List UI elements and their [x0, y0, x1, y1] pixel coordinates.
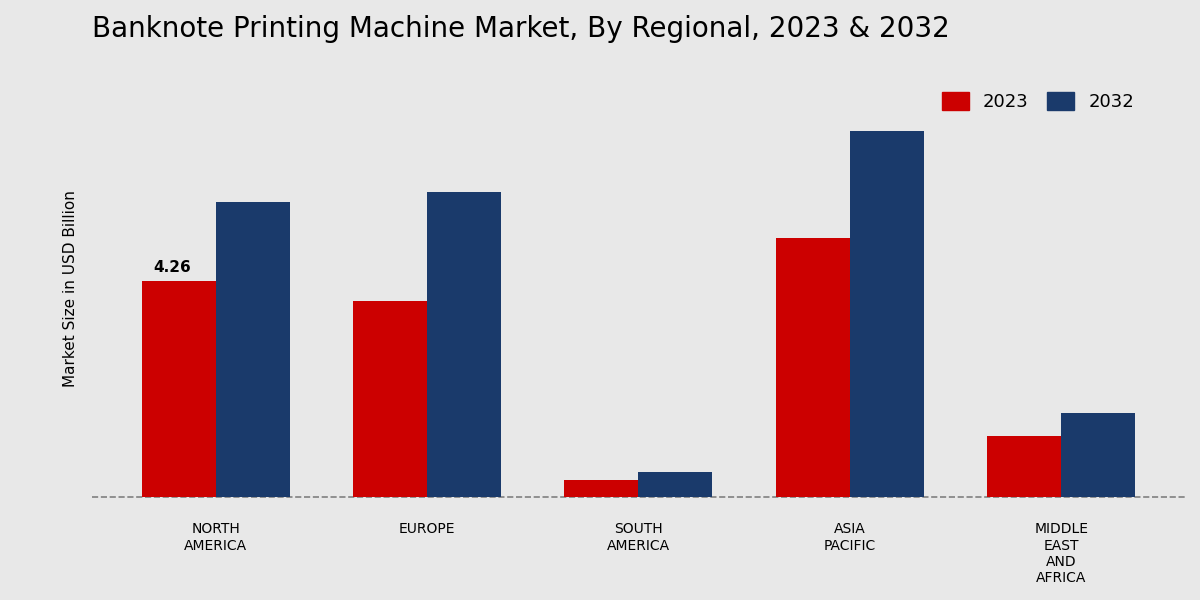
Text: Banknote Printing Machine Market, By Regional, 2023 & 2032: Banknote Printing Machine Market, By Reg… — [92, 15, 949, 43]
Bar — [776, 238, 850, 497]
Bar — [988, 436, 1061, 497]
Bar — [216, 202, 289, 497]
Legend: 2023, 2032: 2023, 2032 — [932, 83, 1144, 120]
Bar — [427, 192, 502, 497]
Bar — [564, 479, 638, 497]
Y-axis label: Market Size in USD Billion: Market Size in USD Billion — [62, 190, 78, 387]
Bar — [638, 472, 713, 497]
Bar — [1061, 413, 1135, 497]
Bar — [850, 131, 924, 497]
Bar — [142, 281, 216, 497]
Bar — [353, 301, 427, 497]
Text: 4.26: 4.26 — [154, 260, 191, 275]
